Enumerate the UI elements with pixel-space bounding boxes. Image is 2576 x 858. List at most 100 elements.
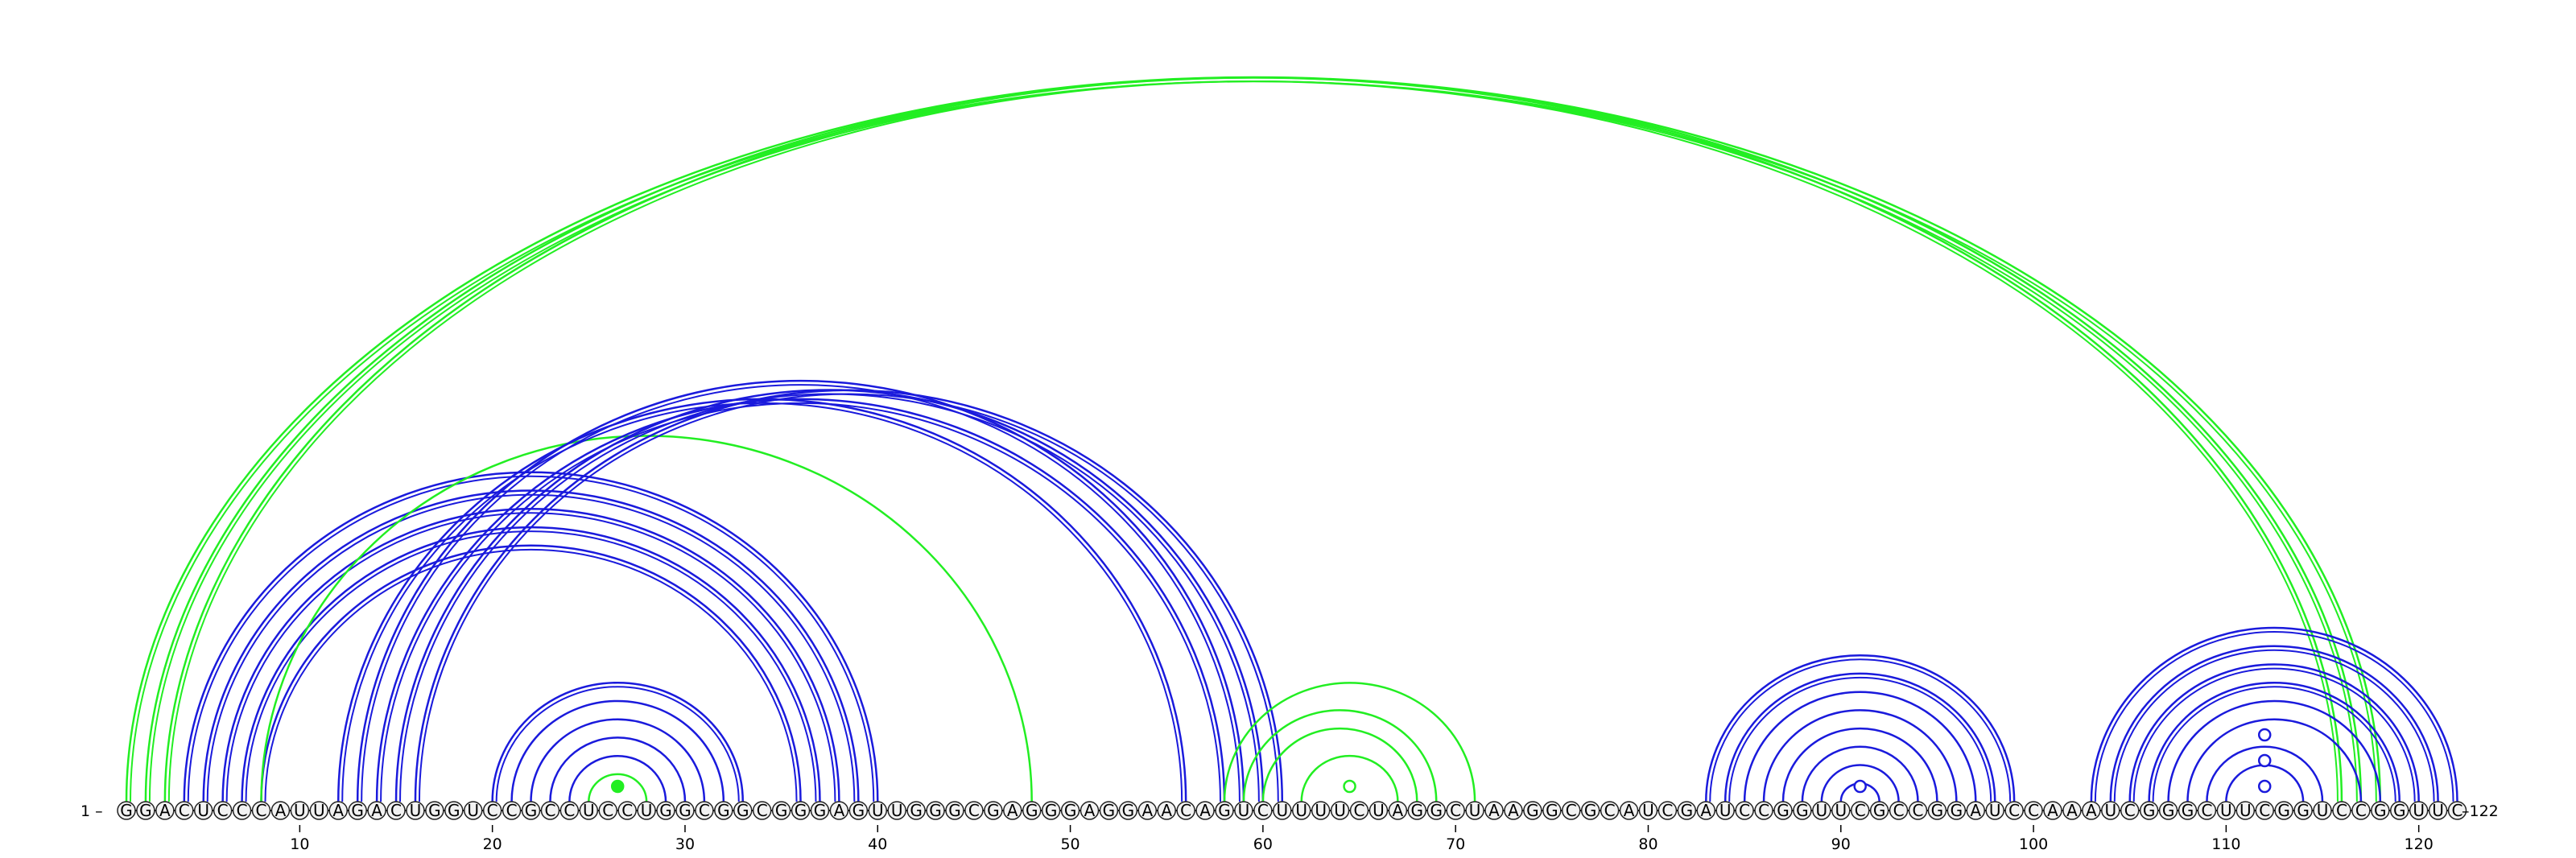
nucleotide-circle — [2255, 801, 2274, 820]
base-pair-arc — [1801, 745, 1919, 802]
nucleotide-circle — [2332, 801, 2351, 820]
nucleotide-letter: C — [602, 801, 613, 820]
nucleotide-circle — [1330, 801, 1350, 820]
base-pair-arc — [2148, 681, 2401, 802]
base-pair-arc — [510, 699, 725, 802]
nucleotide-letter: C — [1180, 801, 1191, 820]
nucleotide-circle — [964, 801, 984, 820]
nucleotide: G — [136, 801, 155, 820]
nucleotide-circle — [945, 801, 964, 820]
nucleotide: U — [1234, 801, 1253, 820]
tick-label: 30 — [675, 835, 695, 853]
nucleotide-letter: G — [1796, 801, 1809, 820]
nucleotide-letter: G — [679, 801, 691, 820]
tick-label: 10 — [290, 835, 309, 853]
nucleotide-circle — [328, 801, 348, 820]
nucleotide-circle — [906, 801, 926, 820]
nucleotide-circle — [1542, 801, 1562, 820]
nucleotide-circle — [482, 801, 502, 820]
nucleotide-circle — [1562, 801, 1581, 820]
nucleotide-circle — [675, 801, 695, 820]
nucleotide-letter: U — [2317, 801, 2329, 820]
nucleotide: U — [1985, 801, 2004, 820]
base-pair-arc — [206, 493, 856, 802]
nucleotide: U — [2235, 801, 2256, 820]
nucleotide: A — [1195, 801, 1215, 820]
base-pair-arc — [1781, 727, 1938, 802]
tick-label: 90 — [1831, 835, 1851, 853]
base-pair-arc — [1820, 764, 1900, 802]
nucleotide-circle — [695, 801, 714, 820]
nucleotide: C — [386, 801, 406, 820]
nucleotide-letter: G — [1873, 801, 1886, 820]
nucleotide-letter: A — [2047, 801, 2058, 820]
nucleotide-letter: U — [891, 801, 903, 820]
nucleotide-circle — [1137, 801, 1158, 820]
nucleotide: G — [1060, 801, 1080, 820]
nucleotide-circle — [1388, 801, 1408, 820]
nucleotide: U — [1273, 801, 1292, 820]
nucleotide: U — [463, 801, 483, 820]
nucleotide-circle — [771, 801, 791, 820]
nucleotide-circle — [2043, 801, 2062, 820]
nucleotide: G — [810, 801, 830, 820]
base-pair-arc — [394, 389, 1265, 802]
base-pair-arc — [568, 754, 667, 802]
base-pair-arc — [202, 489, 860, 802]
nucleotide-circle — [1253, 801, 1273, 820]
nucleotide-letter: C — [1855, 801, 1866, 820]
base-pair-arc — [491, 681, 745, 802]
nucleotide: A — [328, 801, 348, 820]
nucleotide-circle — [386, 801, 406, 820]
nucleotide-letter: C — [390, 801, 402, 820]
nucleotide-circle — [714, 801, 733, 820]
nucleotide-circle — [367, 801, 386, 820]
nucleotide: G — [791, 801, 811, 820]
nucleotide-letter: C — [2008, 801, 2020, 820]
nucleotide-circle — [752, 801, 772, 820]
nucleotide-letter: U — [1469, 801, 1481, 820]
tick-label: 120 — [2405, 835, 2434, 853]
nucleotide-circle — [1908, 801, 1928, 820]
nucleotide-circle — [2178, 801, 2198, 820]
nucleotide-letter: A — [1700, 801, 1711, 820]
nucleotide-circle — [868, 801, 888, 820]
nucleotide-letter: G — [717, 801, 730, 820]
nucleotide-circle — [1773, 801, 1793, 820]
nucleotide: U — [2428, 801, 2448, 820]
nucleotide-letter: A — [1624, 801, 1635, 820]
nucleotide: G — [1793, 801, 1812, 820]
base-pair-arc — [2113, 649, 2435, 802]
nucleotide-letter: G — [1526, 801, 1539, 820]
nucleotide-letter: C — [506, 801, 518, 820]
nucleotide: A — [1619, 801, 1639, 820]
nucleotide-letter: G — [2277, 801, 2290, 820]
tick-label: 20 — [483, 835, 502, 853]
nucleotide-letter: G — [428, 801, 441, 820]
nucleotide-letter: G — [1103, 801, 1116, 820]
nucleotide: U — [193, 801, 213, 820]
nucleotide-letter: A — [1084, 801, 1096, 820]
nucleotide: U — [309, 801, 329, 820]
base-pair-arc — [245, 530, 817, 802]
nucleotide-circle — [2235, 801, 2256, 820]
nucleotide-letter: A — [1488, 801, 1500, 820]
nucleotide-letter: C — [544, 801, 555, 820]
nucleotide-letter: U — [1238, 801, 1250, 820]
nucleotide-circle — [425, 801, 444, 820]
tick-label: 100 — [2019, 835, 2048, 853]
nucleotide-letter: G — [1122, 801, 1135, 820]
nucleotide-circle — [1831, 801, 1851, 820]
nucleotide-circle — [213, 801, 233, 820]
base-pair-arc — [2206, 745, 2324, 802]
nucleotide: U — [406, 801, 425, 820]
nucleotide: G — [1580, 801, 1600, 820]
nucleotide-circle — [2428, 801, 2448, 820]
nucleotide: G — [444, 801, 464, 820]
base-pair-arc — [418, 393, 1279, 802]
nucleotide-letter: U — [1989, 801, 2001, 820]
nucleotide: U — [887, 801, 906, 820]
nucleotide-letter: U — [197, 801, 209, 820]
nucleotide-circle — [232, 801, 252, 820]
nucleotide-circle — [579, 801, 599, 820]
